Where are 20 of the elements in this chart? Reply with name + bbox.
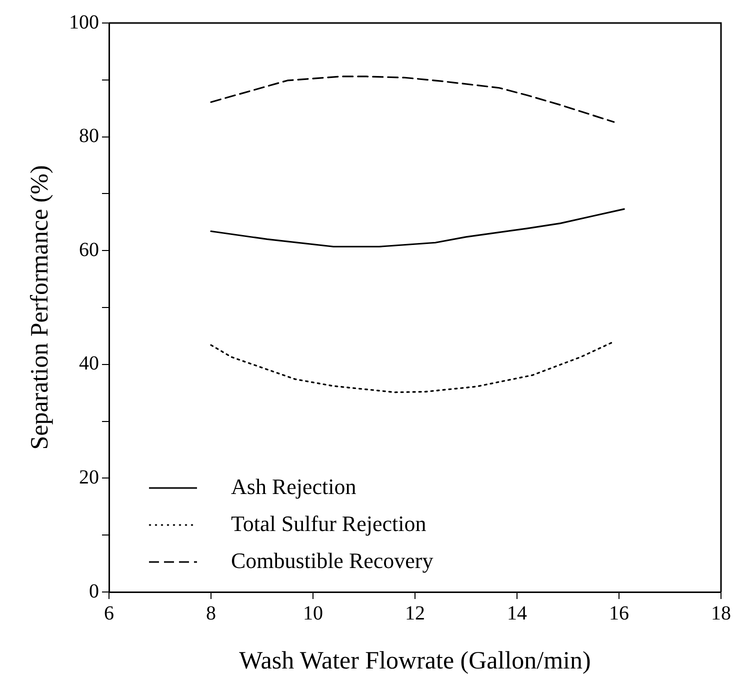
y-tick-label: 20 [79,466,99,488]
y-tick-label: 80 [79,125,99,148]
legend-label: Ash Rejection [231,474,356,499]
y-tick-label: 40 [79,352,99,375]
x-tick-label: 16 [609,602,629,624]
y-axis-title: Separation Performance (%) [26,165,54,450]
x-tick-label: 6 [104,602,114,624]
y-tick-label: 100 [69,11,99,34]
legend-label: Combustible Recovery [231,548,434,573]
line-series [210,76,615,123]
y-tick-label: 0 [89,580,99,602]
x-tick-label: 12 [405,602,425,624]
x-tick-label: 10 [303,602,323,624]
x-tick-label: 8 [206,602,216,624]
line-series [210,340,615,394]
x-tick-label: 14 [507,602,527,624]
y-tick-label: 60 [79,238,99,261]
x-tick-label: 18 [711,602,731,624]
x-axis-title: Wash Water Flowrate (Gallon/min) [239,648,591,675]
legend-label: Total Sulfur Rejection [231,510,426,536]
